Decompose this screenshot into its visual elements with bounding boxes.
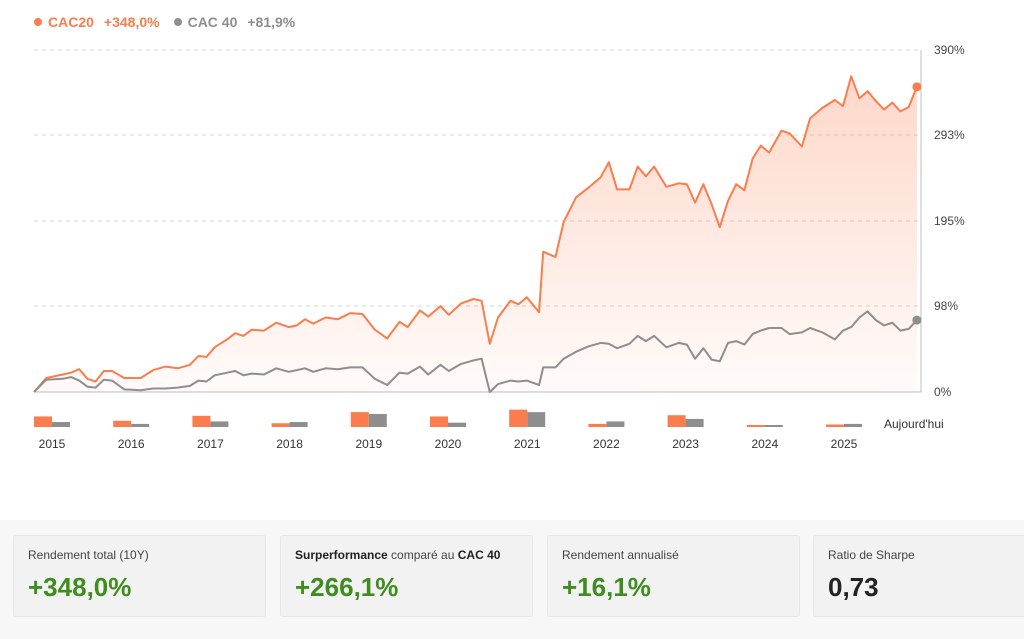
bar-cac40-2015: [52, 422, 70, 427]
bar-cac20-2023: [667, 415, 686, 427]
x-tick-label-2024: 2024: [751, 437, 778, 451]
bar-cac20-2017: [192, 415, 211, 427]
performance-chart[interactable]: 0% 98% 195% 293% 390% 2015 2016 2017 2018 2019 202…: [0, 0, 1024, 470]
bar-cac40-2016: [131, 423, 150, 427]
bar-cac20-2024: [746, 425, 765, 427]
x-tick-label-2015: 2015: [39, 437, 66, 451]
x-tick-label-2018: 2018: [276, 437, 303, 451]
bar-cac40-2020: [448, 422, 466, 427]
stat-card-sharpe-ratio: Ratio de Sharpe 0,73: [813, 535, 1024, 617]
x-tick-label-2021: 2021: [514, 437, 541, 451]
bar-cac40-2023: [685, 418, 704, 427]
stat-label-outperformance-strong: Surperformance: [295, 548, 388, 562]
bar-cac40-2018: [289, 422, 308, 427]
bar-cac20-2025: [826, 424, 844, 427]
stat-value-total-return: +348,0%: [28, 572, 132, 602]
legend-item-cac40[interactable]: CAC 40 +81,9%: [173, 14, 296, 30]
bar-cac20-2021: [509, 409, 528, 427]
bar-cac20-2015: [34, 416, 52, 427]
x-tick-label-2025: 2025: [831, 437, 858, 451]
x-tick-label-2020: 2020: [435, 437, 462, 451]
stat-card-total-return: Rendement total (10Y) +348,0%: [13, 535, 266, 617]
x-tick-label-2019: 2019: [355, 437, 382, 451]
stat-card-outperformance: Surperformance comparé au CAC 40 +266,1%: [280, 535, 533, 617]
chart-legend: CAC20 +348,0% CAC 40 +81,9%: [34, 14, 295, 30]
bar-cac40-2021: [527, 412, 546, 427]
cac20-area-fill: [34, 76, 917, 393]
x-tick-label-2023: 2023: [672, 437, 699, 451]
bar-cac20-2019: [350, 412, 369, 427]
legend-value-cac20: +348,0%: [103, 14, 160, 30]
y-tick-label: 195%: [934, 214, 965, 228]
stat-card-annualized-return: Rendement annualisé +16,1%: [547, 535, 800, 617]
stat-value-annualized-return: +16,1%: [562, 572, 651, 602]
x-tick-label-2016: 2016: [118, 437, 145, 451]
bar-cac20-2022: [588, 423, 607, 427]
bar-cac40-2025: [844, 423, 862, 427]
stat-label-outperformance-mid: comparé au: [387, 548, 458, 562]
bar-cac40-2019: [368, 413, 387, 427]
legend-name-cac20: CAC20: [48, 14, 94, 30]
stat-value-sharpe-ratio: 0,73: [828, 572, 879, 602]
legend-dot-cac40: [173, 18, 182, 26]
stat-label-total-return: Rendement total (10Y): [28, 548, 149, 562]
x-tick-label-2017: 2017: [197, 437, 224, 451]
y-tick-label: 0%: [934, 385, 952, 399]
stat-label-outperformance: Surperformance comparé au CAC 40: [295, 548, 518, 562]
stat-value-outperformance: +266,1%: [295, 572, 399, 602]
stat-label-sharpe-ratio: Ratio de Sharpe: [828, 548, 915, 562]
stat-label-outperformance-index: CAC 40: [457, 548, 501, 562]
x-tick-label-2022: 2022: [593, 437, 620, 451]
y-tick-label: 390%: [934, 43, 965, 57]
bar-cac40-2024: [764, 425, 783, 427]
y-tick-label: 98%: [934, 299, 958, 313]
cac20-end-marker: [912, 82, 922, 92]
bar-cac40-2017: [210, 421, 229, 427]
cac40-end-marker: [912, 315, 922, 325]
legend-name-cac40: CAC 40: [187, 14, 238, 30]
stat-label-annualized-return: Rendement annualisé: [562, 548, 679, 562]
y-tick-label: 293%: [934, 128, 965, 142]
bar-cac20-2016: [113, 420, 132, 427]
today-label: Aujourd'hui: [884, 417, 944, 431]
bar-cac20-2020: [430, 416, 448, 427]
bar-cac20-2018: [271, 423, 290, 427]
legend-value-cac40: +81,9%: [247, 14, 296, 30]
legend-item-cac20[interactable]: CAC20 +348,0%: [34, 14, 160, 30]
legend-dot-cac20: [34, 18, 42, 26]
bar-cac40-2022: [606, 421, 625, 427]
cac40-line: [33, 310, 918, 393]
cac20-line: [33, 75, 918, 393]
